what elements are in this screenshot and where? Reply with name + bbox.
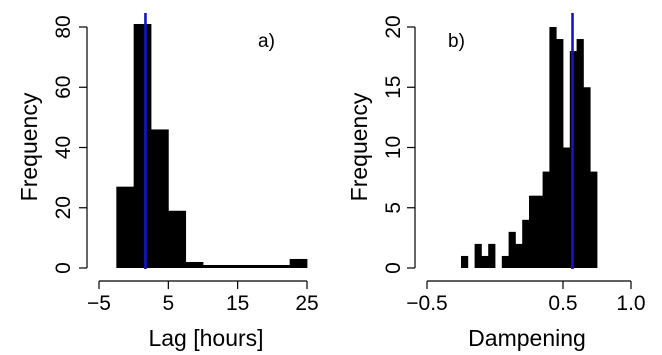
panel-b-dampening-histogram: −0.5 0.5 1.0 0 5 10 15 20 b) Dampening Frequenc… — [346, 13, 646, 351]
panel-b-bar — [549, 27, 557, 268]
panel-b-bar — [583, 87, 591, 268]
panel-a-lag-histogram: −5 5 15 25 0 20 40 60 80 a) Lag [hours] Frequenc… — [16, 13, 319, 351]
panel-b-x-axis-title: Dampening — [468, 325, 586, 351]
panel-a-bar — [168, 210, 187, 268]
panel-b-bar — [501, 255, 509, 268]
panel-a-bar — [133, 23, 152, 268]
panel-a-x-tick-label: 15 — [226, 292, 249, 315]
panel-a-bar — [255, 264, 273, 268]
panel-a-y-tick-label: 20 — [52, 196, 75, 219]
panel-b-bar — [542, 171, 550, 268]
panel-a-y-tick-label: 0 — [52, 262, 75, 274]
panel-a-bar — [151, 129, 169, 268]
panel-a-y-axis-title: Frequency — [16, 92, 42, 201]
panel-a-bar — [116, 186, 135, 268]
panel-b-bar — [590, 171, 598, 268]
panel-b-bar — [535, 195, 543, 268]
panel-a-axes: −5 5 15 25 0 20 40 60 80 — [52, 15, 319, 315]
panel-b-x-tick-label: 1.0 — [616, 292, 645, 315]
panel-a-x-tick-label: 25 — [295, 292, 318, 315]
panel-a-y-tick-label: 40 — [52, 136, 75, 159]
panel-b-y-tick-label: 0 — [382, 262, 405, 274]
panel-b-y-tick-label: 10 — [382, 136, 405, 159]
panel-b-bar — [522, 219, 530, 268]
panel-b-label: b) — [448, 31, 465, 52]
panel-b-bar — [481, 255, 489, 268]
panel-a-bar — [272, 264, 291, 268]
panel-a-bar — [203, 264, 221, 268]
panel-b-bar — [461, 255, 469, 268]
panel-a-bar — [237, 264, 256, 268]
panel-b-bar — [576, 39, 584, 268]
panel-b-bar — [515, 243, 523, 268]
panel-b-axes: −0.5 0.5 1.0 0 5 10 15 20 — [382, 15, 646, 315]
panel-b-bars — [461, 27, 598, 268]
panel-b-bar — [556, 39, 564, 268]
panel-b-bar — [508, 231, 516, 268]
panel-b-bar — [563, 147, 571, 268]
panel-b-y-tick-label: 5 — [382, 202, 405, 214]
panel-a-x-axis-title: Lag [hours] — [148, 325, 263, 351]
panel-b-y-axis-title: Frequency — [346, 92, 372, 201]
panel-b-x-tick-label: 0.5 — [548, 292, 577, 315]
panel-a-label: a) — [258, 31, 275, 52]
panel-b-y-tick-label: 15 — [382, 76, 405, 99]
panel-a-y-tick-label: 80 — [52, 15, 75, 38]
panel-a-bar — [185, 261, 204, 268]
panel-b-bar — [529, 195, 537, 268]
panel-a-x-tick-label: 5 — [162, 292, 174, 315]
panel-a-bars — [116, 23, 308, 268]
panel-b-x-tick-label: −0.5 — [406, 292, 447, 315]
panel-a-x-tick-label: −5 — [87, 292, 111, 315]
panel-b-bar — [488, 243, 496, 268]
panel-a-bar — [220, 264, 239, 268]
panel-a-y-tick-label: 60 — [52, 76, 75, 99]
panel-a-bar — [289, 258, 308, 268]
panel-b-bar — [474, 243, 482, 268]
panel-b-y-tick-label: 20 — [382, 15, 405, 38]
